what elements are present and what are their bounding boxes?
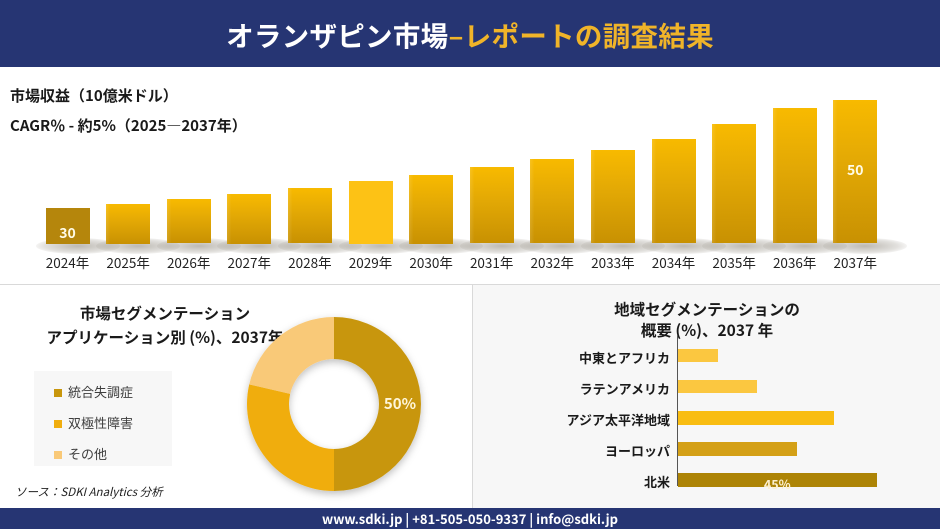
svg-text:50%: 50% [384,393,416,414]
